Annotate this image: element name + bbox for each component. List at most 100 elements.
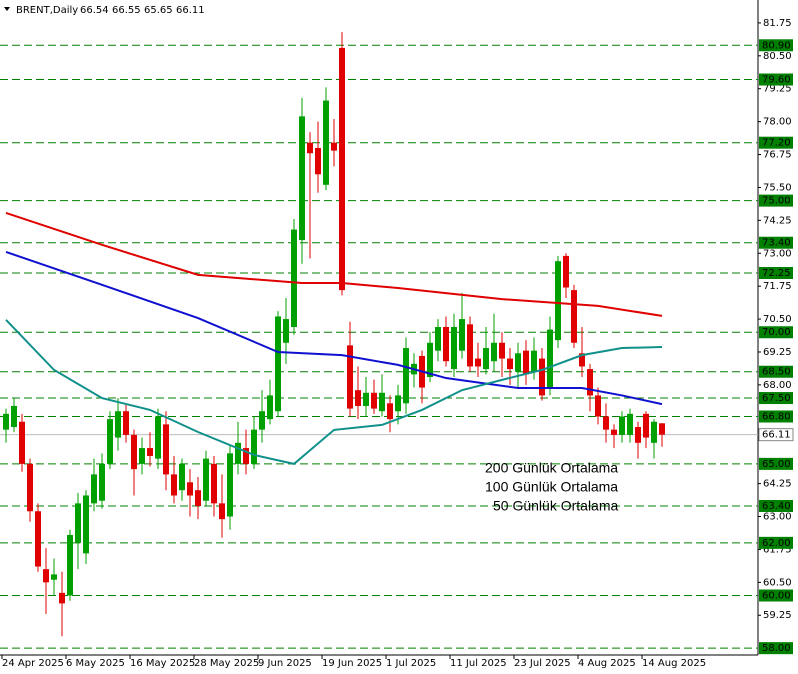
candle-body — [603, 416, 609, 430]
candle-body — [523, 350, 529, 375]
x-tick-label: 24 Apr 2025 — [2, 658, 64, 669]
candle-body — [435, 326, 441, 351]
level-label: 75.00 — [762, 196, 791, 207]
y-tick-label: 81.75 — [763, 18, 792, 29]
candle-body — [227, 453, 233, 517]
x-tick-label: 16 May 2025 — [130, 658, 195, 669]
level-label: 70.00 — [762, 327, 791, 338]
level-box — [759, 392, 793, 405]
candle-body — [155, 416, 161, 459]
candle-body — [475, 358, 481, 367]
level-box — [759, 642, 793, 655]
level-label: 63.40 — [762, 501, 791, 512]
level-box — [759, 236, 793, 249]
header-open: 66.54 — [80, 5, 109, 16]
header-high: 66.55 — [112, 5, 141, 16]
level-label: 72.25 — [762, 268, 791, 279]
candle-body — [499, 342, 505, 359]
x-tick-label: 1 Jul 2025 — [386, 658, 436, 669]
y-tick-label: 75.50 — [763, 182, 792, 193]
level-box — [759, 499, 793, 512]
candle-body — [195, 490, 201, 506]
candle-body — [371, 392, 377, 409]
candle-body — [323, 100, 329, 185]
moving-average-line — [5, 212, 663, 317]
candle-body — [363, 392, 369, 406]
level-box — [759, 267, 793, 280]
y-tick-label: 80.50 — [763, 51, 792, 62]
level-box — [759, 326, 793, 339]
candle-body — [99, 463, 105, 501]
candle-body — [571, 290, 577, 343]
candle-body — [635, 427, 641, 443]
x-tick-label: 23 Jul 2025 — [514, 658, 571, 669]
candle-body — [355, 390, 361, 406]
level-box — [759, 457, 793, 470]
candle-body — [531, 350, 537, 372]
candle-body — [307, 142, 313, 154]
candle-body — [139, 448, 145, 464]
level-label: 77.20 — [762, 138, 791, 149]
x-tick-label: 11 Jul 2025 — [450, 658, 507, 669]
level-label: 73.40 — [762, 238, 791, 249]
candle-body — [627, 413, 633, 435]
candle-body — [611, 429, 617, 435]
candle-body — [451, 326, 457, 370]
legend-label: 200 Günlük Ortalama — [485, 460, 618, 476]
level-label: 58.00 — [762, 643, 791, 654]
candle-body — [67, 534, 73, 596]
x-tick-label: 4 Aug 2025 — [578, 658, 636, 669]
candle-body — [211, 463, 217, 504]
y-tick-label: 63.00 — [763, 512, 792, 523]
current-price-label: 66.11 — [762, 430, 791, 441]
y-tick-label: 71.75 — [763, 281, 792, 292]
level-box — [759, 536, 793, 549]
x-tick-label: 9 Jun 2025 — [258, 658, 312, 669]
level-label: 67.50 — [762, 393, 791, 404]
candle-body — [187, 482, 193, 496]
candle-body — [203, 458, 209, 501]
level-label: 79.60 — [762, 75, 791, 86]
candle-body — [379, 392, 385, 412]
candle-body — [315, 147, 321, 175]
candle-body — [547, 329, 553, 388]
candle-body — [587, 369, 593, 396]
candle-body — [563, 255, 569, 288]
legend-label: 50 Günlük Ortalama — [493, 498, 618, 514]
y-tick-label: 78.00 — [763, 117, 792, 128]
level-box — [759, 136, 793, 149]
candle-body — [507, 358, 513, 370]
x-tick-label: 19 Jun 2025 — [322, 658, 382, 669]
candle-body — [443, 326, 449, 362]
candle-body — [291, 229, 297, 327]
candle-body — [171, 474, 177, 496]
y-tick-label: 76.75 — [763, 150, 792, 161]
candle-body — [659, 423, 665, 435]
y-tick-label: 64.25 — [763, 479, 792, 490]
x-tick-label: 6 May 2025 — [66, 658, 125, 669]
candle-body — [579, 353, 585, 367]
moving-average-line — [5, 319, 663, 465]
y-tick-label: 74.25 — [763, 215, 792, 226]
y-tick-label: 73.00 — [763, 248, 792, 259]
y-tick-label: 79.25 — [763, 84, 792, 95]
header-close: 66.11 — [176, 5, 205, 16]
candle-body — [43, 569, 49, 583]
candle-body — [83, 495, 89, 554]
candle-body — [483, 348, 489, 370]
candle-body — [3, 413, 9, 430]
candle-body — [403, 348, 409, 404]
candle-body — [387, 403, 393, 420]
menu-triangle — [4, 7, 10, 11]
candle-body — [539, 358, 545, 396]
candle-body — [107, 419, 113, 464]
candle-body — [35, 511, 41, 567]
candle-body — [27, 463, 33, 512]
candle-body — [555, 261, 561, 341]
candle-body — [235, 442, 241, 464]
candle-body — [147, 448, 153, 456]
level-label: 66.80 — [762, 411, 791, 422]
candle-body — [75, 503, 81, 543]
